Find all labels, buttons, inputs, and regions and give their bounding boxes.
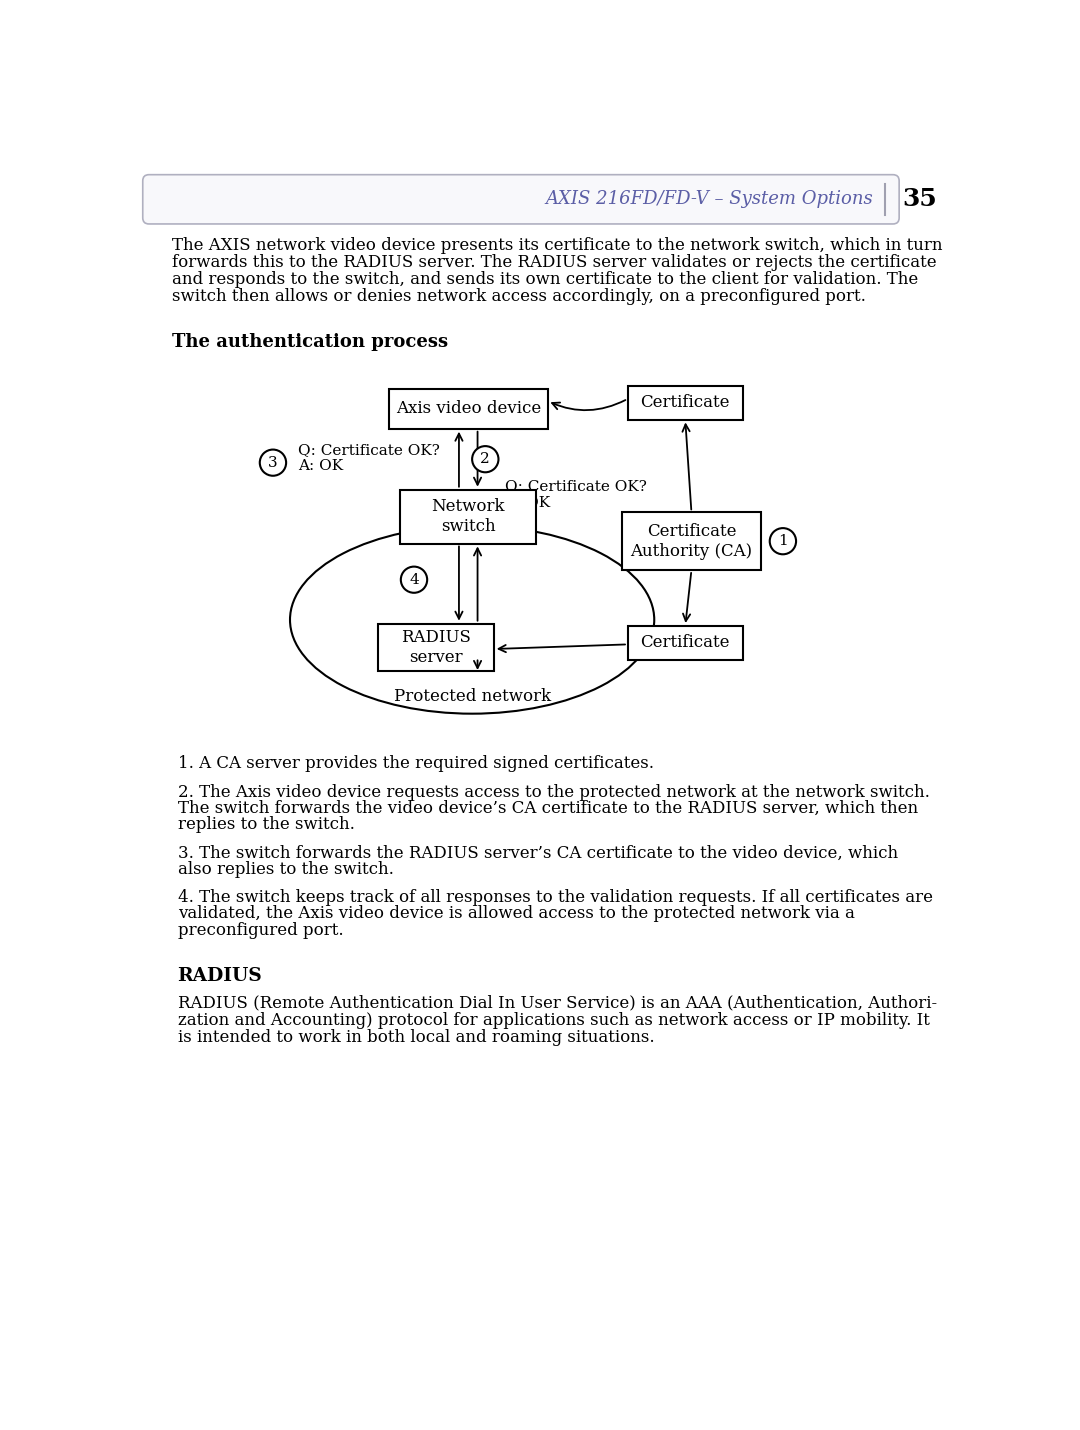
Bar [378, 623, 494, 671]
Text: Certificate
Authority (CA): Certificate Authority (CA) [631, 523, 753, 559]
Bar [622, 512, 761, 571]
Text: 4: 4 [409, 572, 419, 586]
Text: 2. The Axis video device requests access to the protected network at the network: 2. The Axis video device requests access… [177, 784, 930, 801]
Text: preconfigured port.: preconfigured port. [177, 921, 343, 938]
Text: 35: 35 [902, 187, 937, 212]
Text: AXIS 216FD/FD-V – System Options: AXIS 216FD/FD-V – System Options [545, 190, 873, 209]
Text: is intended to work in both local and roaming situations.: is intended to work in both local and ro… [177, 1028, 654, 1045]
Text: Certificate: Certificate [640, 635, 730, 651]
Text: RADIUS
server: RADIUS server [401, 629, 471, 666]
Text: replies to the switch.: replies to the switch. [177, 817, 354, 834]
Ellipse shape [291, 526, 654, 714]
Text: Certificate: Certificate [640, 395, 730, 410]
Text: Q: Certificate OK?
A: OK: Q: Certificate OK? A: OK [505, 479, 647, 511]
Text: validated, the Axis video device is allowed access to the protected network via : validated, the Axis video device is allo… [177, 905, 854, 922]
Circle shape [260, 449, 286, 476]
Text: Q: Certificate OK?
A: OK: Q: Certificate OK? A: OK [298, 443, 440, 473]
FancyBboxPatch shape [143, 174, 900, 225]
Text: The switch forwards the video device’s CA certificate to the RADIUS server, whic: The switch forwards the video device’s C… [177, 799, 918, 817]
Text: also replies to the switch.: also replies to the switch. [177, 861, 393, 878]
Text: switch then allows or denies network access accordingly, on a preconfigured port: switch then allows or denies network acc… [172, 287, 866, 305]
Text: 3. The switch forwards the RADIUS server’s CA certificate to the video device, w: 3. The switch forwards the RADIUS server… [177, 845, 897, 862]
Circle shape [770, 528, 796, 555]
Text: 1: 1 [778, 535, 787, 548]
Bar [627, 626, 743, 659]
Circle shape [401, 566, 428, 593]
Text: 3: 3 [268, 456, 278, 469]
Text: RADIUS: RADIUS [177, 967, 262, 985]
Text: The authentication process: The authentication process [172, 333, 448, 352]
Text: The AXIS network video device presents its certificate to the network switch, wh: The AXIS network video device presents i… [172, 237, 943, 255]
Bar [401, 489, 536, 543]
Text: forwards this to the RADIUS server. The RADIUS server validates or rejects the c: forwards this to the RADIUS server. The … [172, 255, 936, 272]
Text: 2: 2 [481, 452, 490, 466]
Text: Network
switch: Network switch [432, 498, 505, 535]
Text: and responds to the switch, and sends its own certificate to the client for vali: and responds to the switch, and sends it… [172, 270, 918, 287]
Bar [627, 386, 743, 419]
Text: 4. The switch keeps track of all responses to the validation requests. If all ce: 4. The switch keeps track of all respons… [177, 889, 933, 907]
Bar [389, 389, 548, 429]
Text: zation and Accounting) protocol for applications such as network access or IP mo: zation and Accounting) protocol for appl… [177, 1011, 930, 1028]
Text: RADIUS (Remote Authentication Dial In User Service) is an AAA (Authentication, A: RADIUS (Remote Authentication Dial In Us… [177, 995, 936, 1012]
Circle shape [472, 446, 499, 472]
Text: Axis video device: Axis video device [395, 400, 541, 418]
Text: Protected network: Protected network [393, 688, 551, 705]
Text: 1. A CA server provides the required signed certificates.: 1. A CA server provides the required sig… [177, 755, 653, 772]
